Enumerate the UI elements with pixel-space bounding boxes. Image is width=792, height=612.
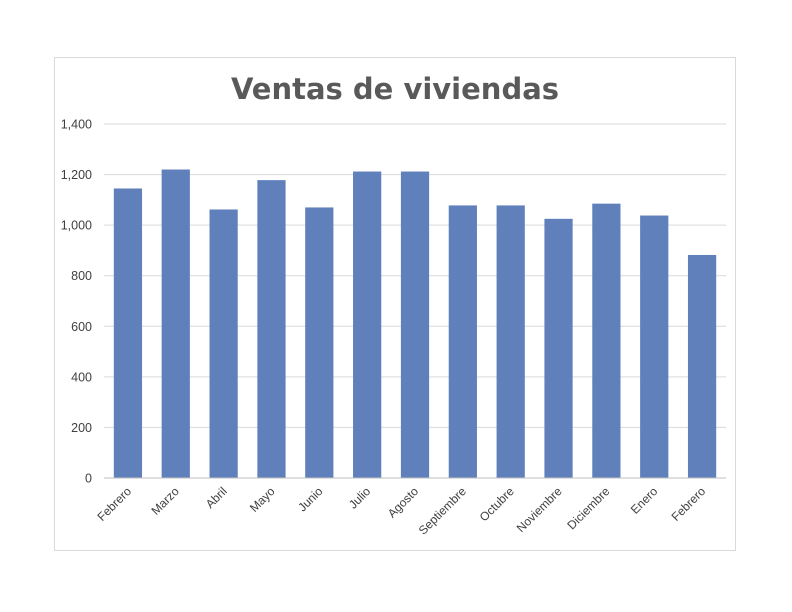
bar xyxy=(687,254,717,478)
bar xyxy=(257,180,286,478)
bar xyxy=(640,215,669,478)
x-category-label: Octubre xyxy=(477,484,517,524)
x-category-label: Junio xyxy=(295,484,325,514)
y-tick-label: 200 xyxy=(71,421,92,435)
y-tick-label: 600 xyxy=(71,320,92,334)
bar xyxy=(113,188,143,479)
bar xyxy=(209,209,238,478)
y-axis-tick-labels: 0 200 400 600 800 1,000 1,200 1,400 xyxy=(61,118,92,486)
x-category-label: Julio xyxy=(346,484,374,512)
bar xyxy=(544,218,573,478)
x-category-label: Diciembre xyxy=(564,484,612,532)
bars xyxy=(113,169,717,479)
y-tick-label: 1,000 xyxy=(61,219,92,233)
x-category-label: Septiembre xyxy=(416,484,470,538)
y-tick-label: 0 xyxy=(85,472,92,486)
bar xyxy=(592,203,621,478)
bar xyxy=(161,169,190,478)
bar xyxy=(496,205,525,479)
y-tick-label: 1,200 xyxy=(61,168,92,182)
x-category-label: Noviembre xyxy=(514,484,565,535)
x-category-label: Febrero xyxy=(669,484,709,524)
x-category-label: Enero xyxy=(628,484,661,517)
y-tick-label: 1,400 xyxy=(61,118,92,132)
x-category-label: Febrero xyxy=(94,484,134,524)
bar xyxy=(400,171,430,479)
chart-title: Ventas de viviendas xyxy=(231,72,559,106)
x-category-label: Agosto xyxy=(385,484,422,521)
x-axis-category-labels: Febrero Marzo Abril Mayo Junio Julio AgostoSep… xyxy=(94,484,708,538)
x-category-label: Marzo xyxy=(148,484,182,518)
y-tick-label: 800 xyxy=(71,269,92,283)
x-category-label: Abril xyxy=(203,484,230,511)
x-category-label: Mayo xyxy=(247,484,278,515)
bar xyxy=(305,207,334,478)
bar xyxy=(353,171,382,479)
bar xyxy=(448,205,477,479)
y-tick-label: 400 xyxy=(71,370,92,384)
